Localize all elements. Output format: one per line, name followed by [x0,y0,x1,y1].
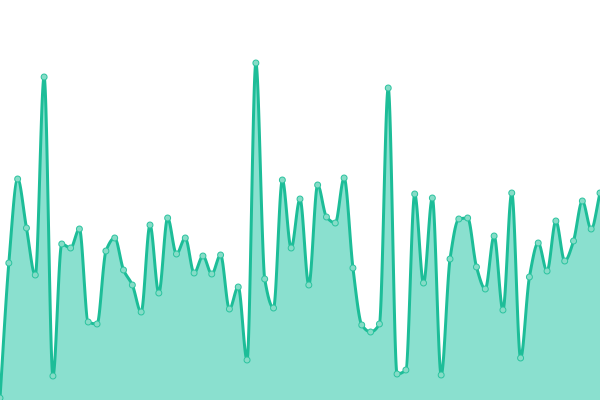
data-point-45 [393,370,401,378]
data-point-44 [384,84,392,92]
data-point-52 [455,215,463,223]
data-point-36 [314,181,322,189]
data-point-66 [578,197,586,205]
data-point-65 [570,237,578,245]
data-point-64 [561,257,569,265]
data-point-60 [525,273,533,281]
data-point-62 [543,267,551,275]
data-point-35 [305,281,313,289]
data-point-13 [111,234,119,242]
data-point-8 [67,244,75,252]
data-point-16 [137,308,145,316]
data-point-10 [84,318,92,326]
data-point-61 [534,239,542,247]
data-point-5 [40,73,48,81]
data-point-18 [155,289,163,297]
data-point-22 [190,269,198,277]
data-point-51 [446,255,454,263]
data-point-17 [146,221,154,229]
data-point-67 [587,225,595,233]
data-point-50 [437,371,445,379]
data-point-48 [420,279,428,287]
data-point-24 [208,270,216,278]
data-point-49 [428,194,436,202]
data-point-26 [225,305,233,313]
data-points [0,59,600,400]
data-point-0 [0,394,4,400]
data-point-41 [358,321,366,329]
data-point-43 [375,320,383,328]
data-point-59 [517,354,525,362]
data-point-7 [58,240,66,248]
data-point-2 [14,175,22,183]
data-point-21 [181,234,189,242]
data-point-47 [411,190,419,198]
data-point-6 [49,372,57,380]
data-point-32 [278,176,286,184]
data-point-33 [287,244,295,252]
data-point-58 [508,189,516,197]
data-point-55 [481,285,489,293]
data-point-12 [102,247,110,255]
data-point-23 [199,252,207,260]
data-point-57 [499,306,507,314]
data-point-34 [296,195,304,203]
data-point-56 [490,232,498,240]
data-point-14 [120,266,128,274]
data-point-68 [596,189,600,197]
data-point-15 [128,281,136,289]
data-point-27 [234,283,242,291]
data-point-40 [349,264,357,272]
data-point-28 [243,356,251,364]
data-point-9 [75,225,83,233]
data-point-20 [172,250,180,258]
data-point-1 [5,259,13,267]
data-point-11 [93,320,101,328]
data-point-38 [331,219,339,227]
data-point-25 [217,251,225,259]
data-point-37 [322,213,330,221]
data-point-31 [270,304,278,312]
data-point-29 [252,59,260,67]
data-point-30 [261,275,269,283]
data-point-54 [472,263,480,271]
data-point-39 [340,174,348,182]
data-point-42 [367,328,375,336]
data-point-19 [164,214,172,222]
data-point-46 [402,366,410,374]
area-fill [0,63,600,400]
data-point-4 [31,271,39,279]
data-point-3 [22,224,30,232]
data-point-53 [464,214,472,222]
data-point-63 [552,217,560,225]
